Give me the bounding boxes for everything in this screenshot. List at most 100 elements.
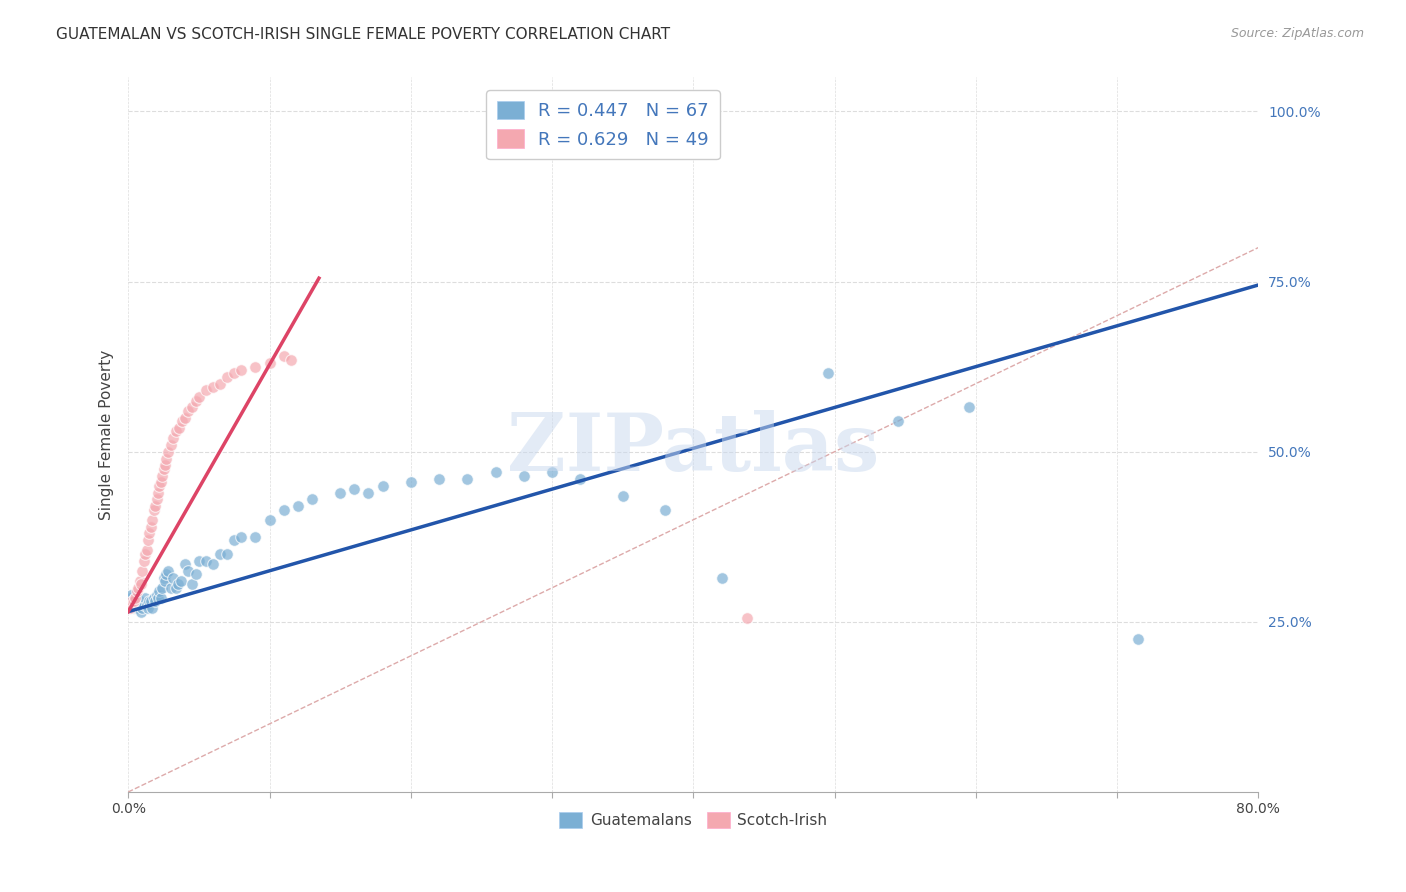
Point	[145, 588, 167, 602]
Point	[142, 502, 165, 516]
Point	[141, 513, 163, 527]
Point	[371, 479, 394, 493]
Point	[127, 581, 149, 595]
Point	[167, 421, 190, 435]
Point	[125, 601, 148, 615]
Point	[122, 601, 145, 615]
Point	[187, 390, 209, 404]
Point	[125, 584, 148, 599]
Point	[124, 591, 146, 605]
Point	[1128, 632, 1150, 646]
Y-axis label: Single Female Poverty: Single Female Poverty	[100, 350, 114, 520]
Point	[159, 581, 181, 595]
Point	[120, 598, 142, 612]
Point	[456, 472, 478, 486]
Point	[166, 577, 188, 591]
Point	[139, 594, 162, 608]
Text: ZIPatlas: ZIPatlas	[508, 410, 879, 488]
Point	[217, 369, 239, 384]
Point	[148, 584, 170, 599]
Point	[118, 601, 141, 615]
Point	[569, 472, 592, 486]
Point	[224, 367, 246, 381]
Point	[141, 601, 163, 615]
Point	[201, 380, 224, 394]
Point	[184, 567, 207, 582]
Point	[131, 564, 153, 578]
Point	[129, 605, 152, 619]
Point	[139, 519, 162, 533]
Point	[194, 384, 217, 398]
Point	[127, 598, 149, 612]
Point	[121, 598, 143, 612]
Point	[143, 594, 166, 608]
Point	[176, 404, 198, 418]
Point	[217, 547, 239, 561]
Point	[128, 574, 150, 588]
Point	[184, 393, 207, 408]
Point	[173, 557, 195, 571]
Point	[817, 367, 839, 381]
Point	[152, 461, 174, 475]
Point	[484, 465, 506, 479]
Point	[129, 577, 152, 591]
Point	[194, 553, 217, 567]
Point	[224, 533, 246, 548]
Point	[135, 543, 157, 558]
Point	[149, 475, 172, 490]
Point	[121, 594, 143, 608]
Point	[887, 414, 910, 428]
Point	[329, 485, 352, 500]
Point	[149, 591, 172, 605]
Text: GUATEMALAN VS SCOTCH-IRISH SINGLE FEMALE POVERTY CORRELATION CHART: GUATEMALAN VS SCOTCH-IRISH SINGLE FEMALE…	[56, 27, 671, 42]
Point	[541, 465, 564, 479]
Point	[513, 468, 536, 483]
Point	[654, 502, 676, 516]
Point	[146, 591, 169, 605]
Point	[135, 598, 157, 612]
Point	[612, 489, 634, 503]
Point	[132, 598, 155, 612]
Point	[118, 591, 141, 605]
Point	[231, 363, 253, 377]
Point	[152, 571, 174, 585]
Point	[201, 557, 224, 571]
Point	[143, 499, 166, 513]
Point	[146, 485, 169, 500]
Point	[209, 376, 232, 391]
Point	[148, 479, 170, 493]
Point	[735, 611, 758, 625]
Point	[122, 594, 145, 608]
Point	[156, 444, 179, 458]
Point	[231, 530, 253, 544]
Point	[153, 574, 176, 588]
Point	[150, 581, 173, 595]
Point	[273, 502, 295, 516]
Point	[156, 564, 179, 578]
Point	[155, 451, 177, 466]
Point	[170, 414, 193, 428]
Point	[131, 601, 153, 615]
Point	[165, 425, 187, 439]
Point	[259, 356, 281, 370]
Point	[245, 530, 267, 544]
Point	[138, 594, 160, 608]
Point	[136, 601, 159, 615]
Point	[142, 591, 165, 605]
Point	[124, 591, 146, 605]
Point	[132, 553, 155, 567]
Point	[710, 571, 733, 585]
Point	[180, 401, 202, 415]
Point	[259, 513, 281, 527]
Point	[165, 581, 187, 595]
Point	[162, 431, 184, 445]
Point	[245, 359, 267, 374]
Point	[145, 492, 167, 507]
Point	[957, 401, 980, 415]
Point	[301, 492, 323, 507]
Point	[155, 567, 177, 582]
Point	[273, 350, 295, 364]
Point	[357, 485, 380, 500]
Point	[136, 533, 159, 548]
Point	[134, 591, 156, 605]
